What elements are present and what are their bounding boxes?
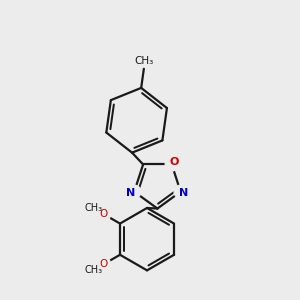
Text: N: N <box>126 188 136 198</box>
Text: O: O <box>169 157 178 166</box>
Circle shape <box>128 185 141 198</box>
Circle shape <box>96 257 111 272</box>
Text: CH₃: CH₃ <box>84 265 103 275</box>
Text: O: O <box>99 260 107 269</box>
Circle shape <box>96 206 111 221</box>
Text: CH₃: CH₃ <box>134 56 154 66</box>
Text: N: N <box>179 188 189 198</box>
Text: O: O <box>99 209 107 219</box>
Circle shape <box>165 158 178 171</box>
Text: CH₃: CH₃ <box>84 203 103 213</box>
Circle shape <box>174 185 187 198</box>
